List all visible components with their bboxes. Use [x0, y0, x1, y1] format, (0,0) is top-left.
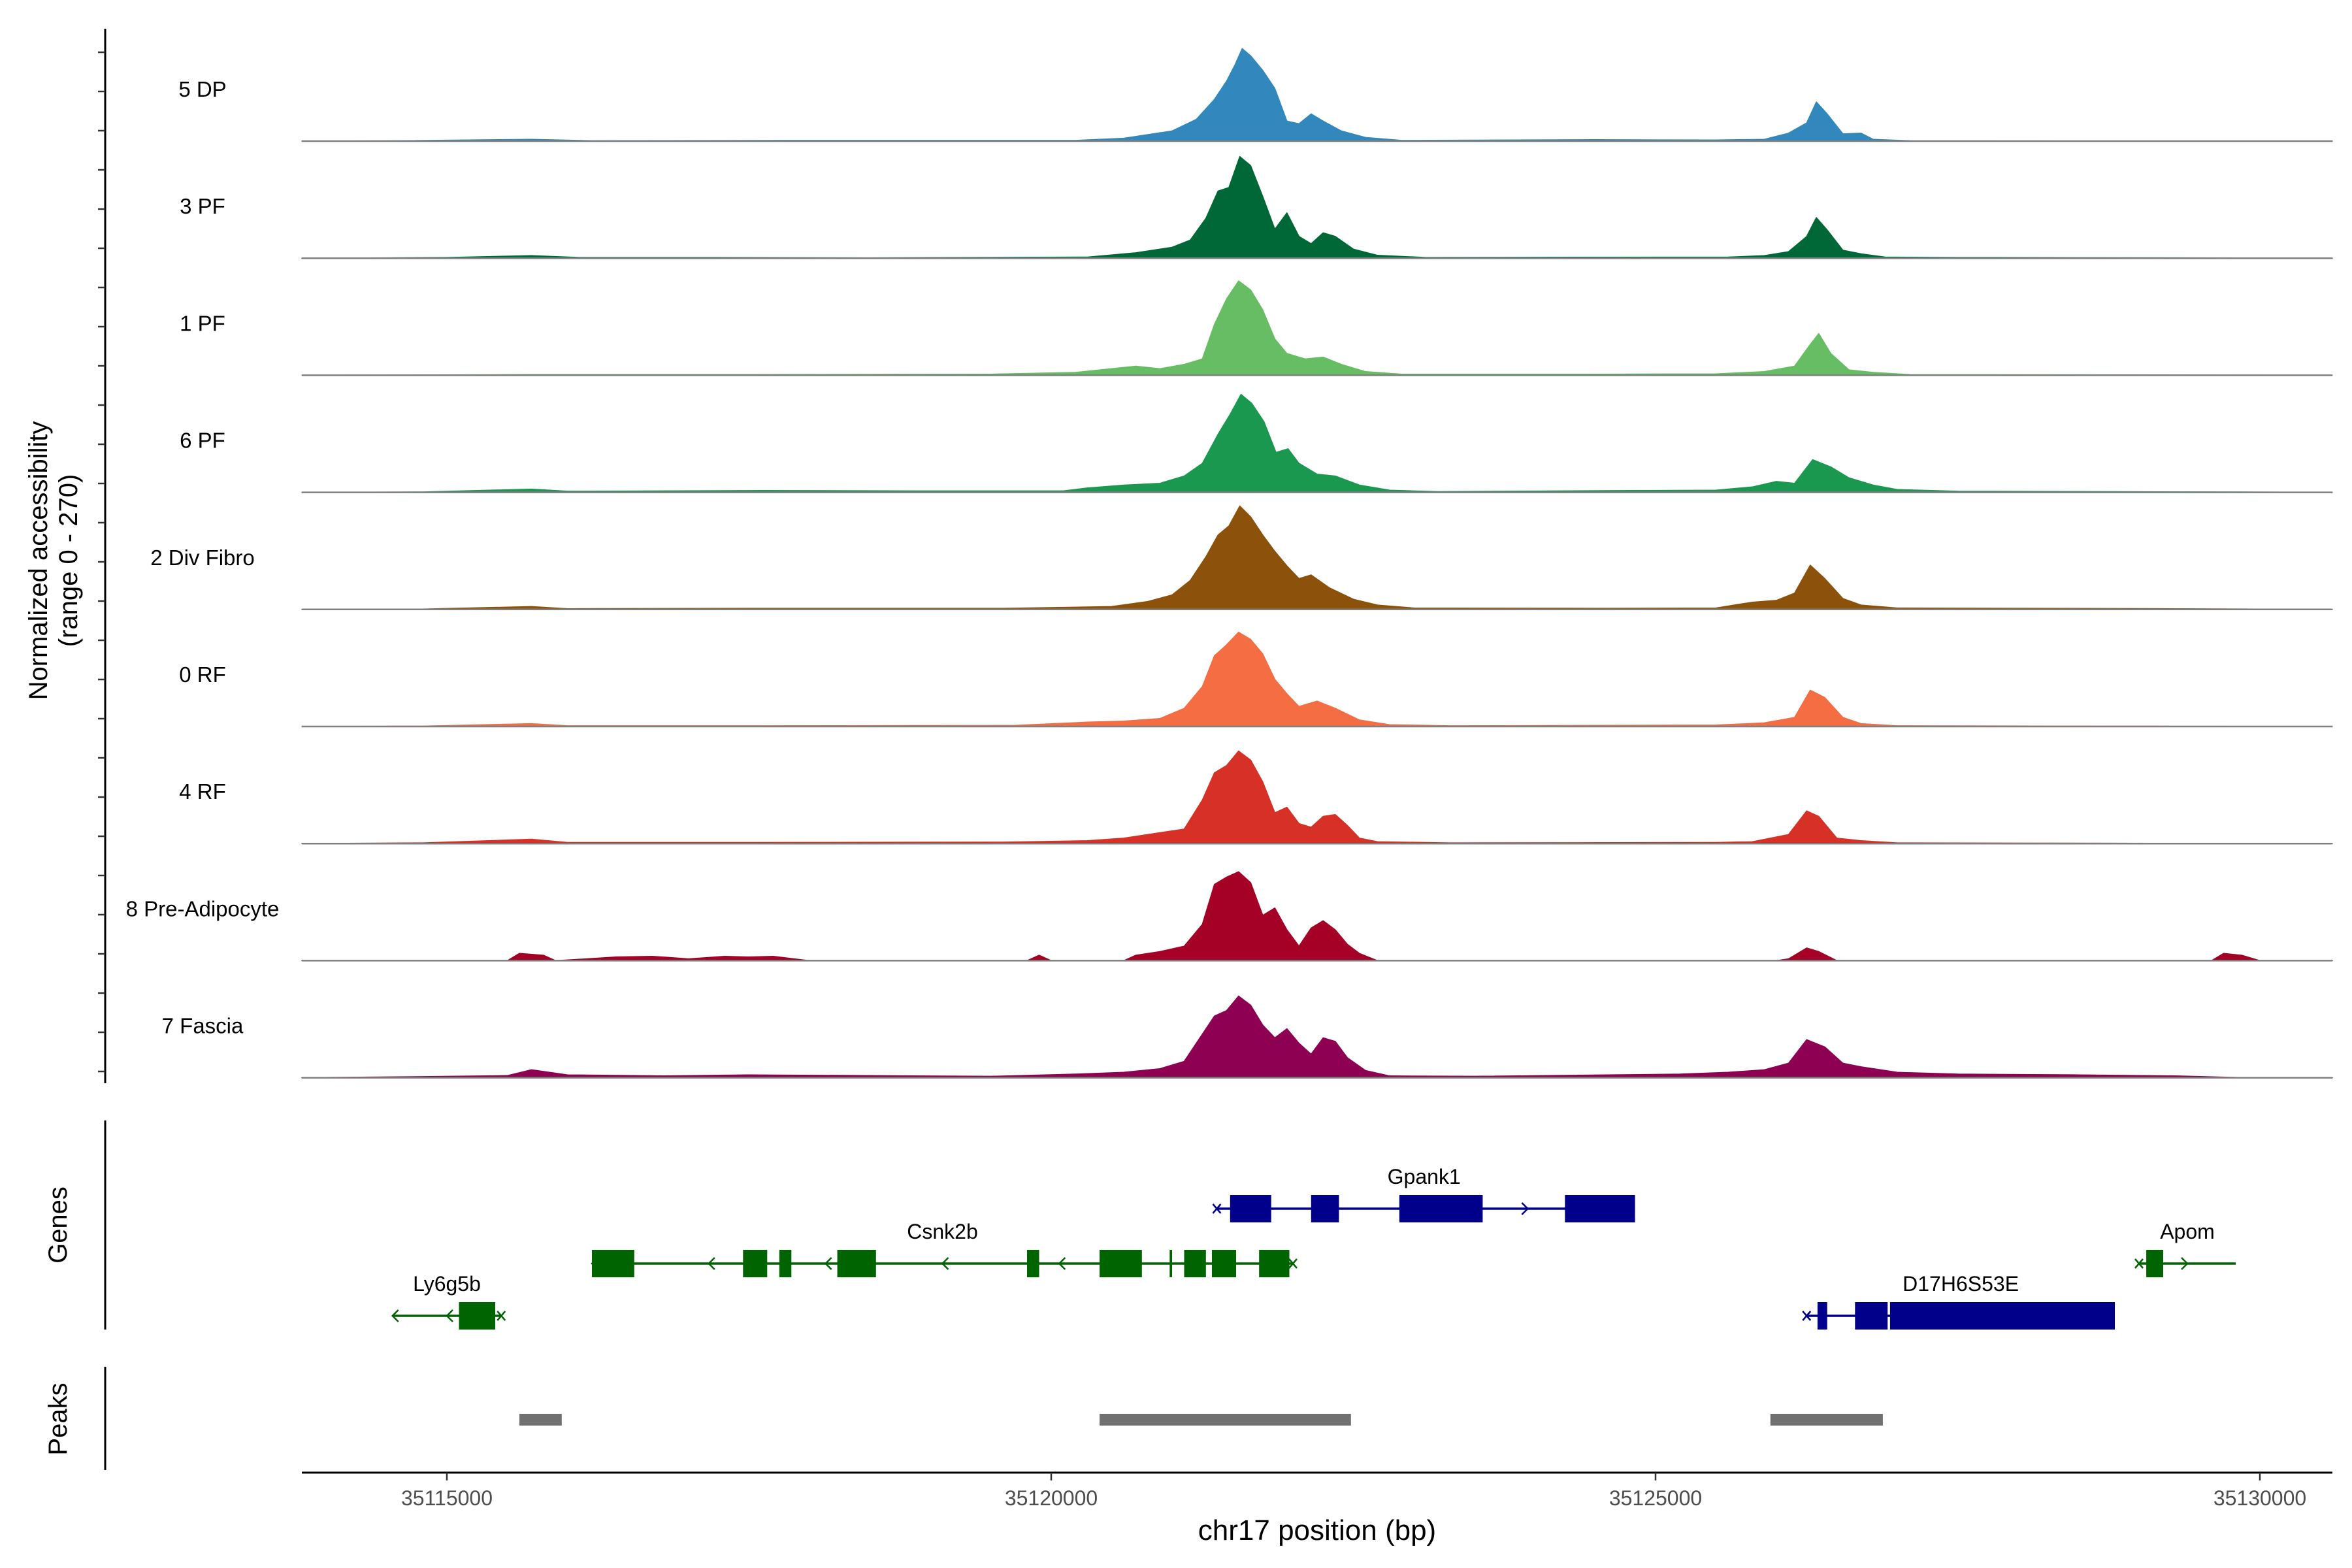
track-area-2-div-fibro: [301, 505, 2333, 610]
track-label-7-fascia: 7 Fascia: [162, 1014, 244, 1038]
peaks-panel-title: Peaks: [44, 1382, 73, 1455]
exon: [837, 1250, 876, 1277]
track-6-pf: [301, 393, 2333, 493]
exon: [2146, 1250, 2163, 1277]
track-area-7-fascia: [301, 995, 2333, 1079]
strand-arrow: [1058, 1257, 1066, 1270]
exon: [459, 1302, 495, 1330]
track-4-rf: [301, 750, 2333, 845]
gene-start-mark: [1212, 1203, 1222, 1214]
exon: [592, 1250, 634, 1277]
exon: [1212, 1250, 1236, 1277]
exon: [1230, 1195, 1271, 1222]
peak-region: [519, 1414, 562, 1426]
track-area-8-pre-adipocyte: [301, 871, 2333, 962]
gene-start-mark: [1802, 1311, 1812, 1321]
gene-ly6g5b: Ly6g5b: [391, 1272, 506, 1330]
exon: [1100, 1250, 1142, 1277]
strand-arrow: [708, 1257, 715, 1270]
strand-arrow: [824, 1257, 832, 1270]
genes-panel-title: Genes: [44, 1186, 73, 1264]
strand-arrow: [391, 1309, 399, 1322]
track-area-1-pf: [301, 280, 2333, 376]
exon: [1817, 1302, 1827, 1330]
track-label-0-rf: 0 RF: [179, 662, 226, 687]
track-2-div-fibro: [301, 505, 2333, 611]
strand-arrow: [1521, 1202, 1529, 1215]
gene-label-gpank1: Gpank1: [1388, 1165, 1461, 1188]
track-area-6-pf: [301, 393, 2333, 493]
track-label-4-rf: 4 RF: [179, 779, 226, 804]
gene-end-mark: [497, 1311, 506, 1321]
track-label-1-pf: 1 PF: [180, 311, 225, 335]
track-label-6-pf: 6 PF: [180, 429, 225, 453]
strand-arrow: [941, 1257, 949, 1270]
track-7-fascia: [301, 995, 2333, 1079]
peaks-panel: [519, 1414, 1883, 1426]
peak-region: [1100, 1414, 1351, 1426]
exon: [1399, 1195, 1483, 1222]
gene-label-apom: Apom: [2160, 1220, 2215, 1243]
strand-arrow: [2181, 1257, 2189, 1270]
gene-csnk2b: Csnk2b: [591, 1220, 1298, 1277]
strand-arrow: [446, 1309, 453, 1322]
gene-annotation-panel: Ly6g5b Csnk2b Gpank1 D17H6S53E Apom: [391, 1165, 2236, 1330]
track-8-pre-adipocyte: [301, 871, 2333, 962]
exon: [1565, 1195, 1635, 1222]
gene-label-csnk2b: Csnk2b: [907, 1220, 978, 1243]
gene-label-d17h6s53e: D17H6S53E: [1903, 1272, 2019, 1296]
gene-apom: Apom: [2134, 1220, 2236, 1277]
track-area-4-rf: [301, 750, 2333, 844]
track-label-8-pre-adipocyte: 8 Pre-Adipocyte: [126, 896, 280, 921]
accessibility-tracks: [301, 48, 2333, 1079]
x-axis-title: chr17 position (bp): [1198, 1514, 1436, 1546]
x-axis: 35115000 35120000 35125000 35130000: [302, 1471, 2332, 1510]
track-area-5-dp: [301, 48, 2333, 142]
track-1-pf: [301, 280, 2333, 376]
track-label-3-pf: 3 PF: [180, 194, 225, 218]
track-0-rf: [301, 631, 2333, 728]
x-tick-label: 35120000: [1005, 1486, 1098, 1510]
gene-gpank1: Gpank1: [1212, 1165, 1635, 1222]
track-5-dp: [301, 48, 2333, 142]
gene-end-mark: [1288, 1258, 1298, 1269]
track-area-3-pf: [301, 155, 2333, 259]
track-label-5-dp: 5 DP: [178, 77, 226, 101]
exon: [1889, 1302, 2115, 1330]
y-axis-title: Normalized accessibility: [24, 421, 53, 700]
exon: [779, 1250, 792, 1277]
exon: [1259, 1250, 1290, 1277]
exon: [1169, 1250, 1172, 1277]
exon: [1184, 1250, 1206, 1277]
x-tick-label: 35125000: [1609, 1486, 1702, 1510]
track-label-2-div-fibro: 2 Div Fibro: [150, 546, 255, 570]
gene-label-ly6g5b: Ly6g5b: [413, 1272, 481, 1296]
x-tick-label: 35130000: [2213, 1486, 2306, 1510]
track-area-0-rf: [301, 631, 2333, 727]
accessibility-y-ticks: [98, 51, 105, 1073]
exon: [743, 1250, 768, 1277]
x-tick-label: 35115000: [401, 1486, 493, 1510]
exon: [1311, 1195, 1339, 1222]
peak-region: [1770, 1414, 1883, 1426]
track-labels: 5 DP 3 PF 1 PF 6 PF 2 Div Fibro 0 RF 4 RF 8 Pre…: [126, 77, 280, 1038]
exon: [1027, 1250, 1039, 1277]
exon: [1855, 1302, 1888, 1330]
strand-arrow: [591, 1257, 598, 1270]
gene-d17h6s53e: D17H6S53E: [1802, 1272, 2115, 1330]
gene-start-mark: [2134, 1258, 2144, 1269]
y-axis-title-range: (range 0 - 270): [54, 474, 83, 647]
track-3-pf: [301, 155, 2333, 259]
